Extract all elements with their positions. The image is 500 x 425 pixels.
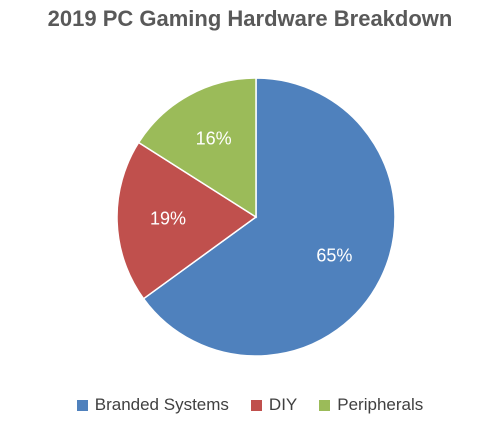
pie-slice-diy [116,141,258,300]
legend-entry-diy: DIY [250,395,298,415]
legend-label-peripherals: Peripherals [337,395,424,414]
legend-swatch-peripherals [319,399,331,411]
data-label-branded-systems: 65% [316,246,352,266]
legend-swatch-diy [250,399,262,411]
legend-label-branded-systems: Branded Systems [94,395,229,414]
pie-slice-peripherals [137,77,257,219]
data-label-peripherals: 16% [196,129,232,149]
legend: Branded Systems DIY Peripherals [0,395,500,415]
chart-title: 2019 PC Gaming Hardware Breakdown [47,6,453,31]
legend-label-diy: DIY [268,395,298,414]
legend-swatch-branded-systems [76,399,88,411]
legend-entry-peripherals: Peripherals [319,395,423,415]
legend-entry-branded-systems: Branded Systems [76,395,229,415]
data-label-diy: 19% [150,209,186,229]
pie-slice-branded-systems [142,77,396,357]
